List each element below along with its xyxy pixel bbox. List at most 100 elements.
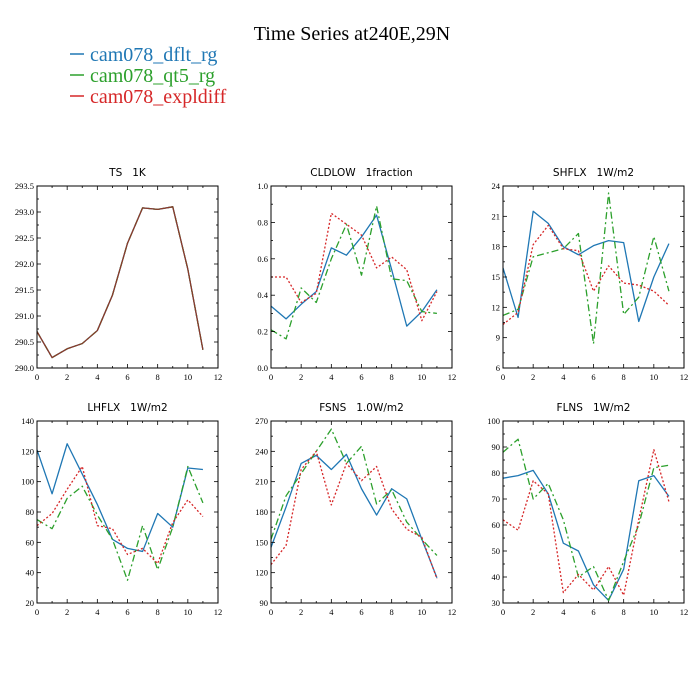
series-line-cam078_qt5_rg	[271, 205, 437, 340]
x-tick-label: 4	[561, 607, 566, 617]
x-tick-label: 0	[269, 607, 273, 617]
x-tick-label: 6	[359, 607, 363, 617]
y-tick-label: 0.0	[257, 363, 268, 373]
x-tick-label: 4	[95, 607, 100, 617]
x-tick-label: 6	[359, 372, 363, 382]
plot-frame	[36, 185, 219, 369]
x-tick-label: 12	[448, 607, 457, 617]
x-tick-label: 12	[214, 372, 223, 382]
y-tick-label: 0.6	[257, 254, 268, 264]
x-tick-label: 8	[622, 607, 626, 617]
y-tick-label: 40	[26, 568, 35, 578]
chart-panel: TS 1K 0 2 4 6 8 10 12 290.0 290.5 291.0 291.5 292.0 2…	[15, 167, 222, 382]
x-tick-label: 2	[531, 372, 535, 382]
plot-frame	[270, 185, 453, 369]
x-tick-label: 8	[390, 607, 394, 617]
series-line-cam078_dflt_rg	[503, 210, 670, 323]
plot-frame	[270, 420, 453, 604]
y-tick-label: 60	[492, 520, 501, 530]
x-tick-label: 2	[65, 372, 69, 382]
y-tick-label: 100	[487, 416, 500, 426]
x-tick-label: 12	[680, 372, 689, 382]
y-tick-label: 0.4	[257, 290, 268, 300]
x-tick-label: 6	[125, 372, 129, 382]
y-tick-label: 0.2	[257, 327, 268, 337]
y-tick-label: 270	[255, 416, 268, 426]
panel-title: FSNS 1.0W/m2	[319, 402, 404, 414]
x-tick-label: 8	[156, 372, 160, 382]
y-tick-label: 6	[496, 363, 500, 373]
chart-panel: FSNS 1.0W/m2 0 2 4 6 8 10 12 90 120 150 180 210 240 27…	[255, 402, 456, 617]
x-tick-label: 0	[35, 372, 39, 382]
y-tick-label: 293.0	[15, 207, 34, 217]
legend-item: cam078_qt5_rg	[70, 65, 215, 87]
x-tick-label: 4	[95, 372, 100, 382]
x-tick-label: 8	[156, 607, 160, 617]
y-tick-label: 140	[21, 416, 34, 426]
x-tick-label: 0	[35, 607, 39, 617]
y-tick-label: 291.5	[15, 285, 34, 295]
x-tick-label: 12	[680, 607, 689, 617]
legend: cam078_dflt_rgcam078_qt5_rgcam078_expldi…	[70, 44, 227, 108]
series-line-cam078_expldiff	[271, 212, 438, 322]
y-tick-label: 50	[492, 546, 501, 556]
y-tick-label: 290.5	[15, 337, 34, 347]
y-tick-label: 9	[496, 333, 500, 343]
x-tick-label: 6	[125, 607, 129, 617]
y-tick-label: 210	[255, 477, 268, 487]
chart-panel: LHFLX 1W/m2 0 2 4 6 8 10 12 20 40 60 80 100 120 140	[21, 402, 222, 617]
x-tick-label: 10	[184, 372, 193, 382]
x-tick-label: 0	[501, 607, 505, 617]
panel-title: FLNS 1W/m2	[557, 402, 631, 414]
legend-item: cam078_dflt_rg	[70, 44, 217, 66]
y-tick-label: 120	[21, 446, 34, 456]
legend-label: cam078_expldiff	[90, 86, 227, 108]
y-tick-label: 70	[492, 494, 501, 504]
y-tick-label: 20	[26, 598, 35, 608]
y-tick-label: 30	[492, 598, 501, 608]
chart-panel: CLDLOW 1fraction 0 2 4 6 8 10 12 0.0 0.2 0.4 0.6 0.8…	[257, 167, 456, 382]
legend-label: cam078_qt5_rg	[90, 65, 215, 87]
y-tick-label: 292.5	[15, 233, 34, 243]
x-tick-label: 8	[390, 372, 394, 382]
x-tick-label: 4	[561, 372, 566, 382]
y-tick-label: 150	[255, 537, 268, 547]
x-tick-label: 6	[591, 372, 595, 382]
chart-panel: FLNS 1W/m2 0 2 4 6 8 10 12 30 40 50 60 70 80 90 100	[487, 402, 688, 617]
x-tick-label: 10	[650, 607, 659, 617]
x-tick-label: 10	[418, 607, 427, 617]
y-tick-label: 24	[492, 181, 501, 191]
series-line-cam078_qt5_rg	[503, 438, 670, 602]
series-line-cam078_qt5_rg	[503, 192, 670, 345]
x-tick-label: 4	[329, 372, 334, 382]
y-tick-label: 293.5	[15, 181, 34, 191]
y-tick-label: 0.8	[257, 217, 268, 227]
legend-label: cam078_dflt_rg	[90, 44, 217, 66]
x-tick-label: 2	[531, 607, 535, 617]
y-tick-label: 80	[26, 507, 35, 517]
x-tick-label: 10	[184, 607, 193, 617]
x-tick-label: 10	[418, 372, 427, 382]
series-line-cam078_dflt_rg	[37, 443, 203, 553]
y-tick-label: 120	[255, 568, 268, 578]
y-tick-label: 15	[492, 272, 501, 282]
x-tick-label: 12	[214, 607, 223, 617]
y-tick-label: 240	[255, 446, 268, 456]
y-tick-label: 80	[492, 468, 501, 478]
y-tick-label: 40	[492, 572, 501, 582]
y-tick-label: 291.0	[15, 311, 34, 321]
x-tick-label: 0	[269, 372, 273, 382]
series-line-cam078_expldiff	[503, 448, 670, 596]
x-tick-label: 10	[650, 372, 659, 382]
plot-frame	[36, 420, 219, 604]
y-tick-label: 1.0	[257, 181, 268, 191]
y-tick-label: 292.0	[15, 259, 34, 269]
x-tick-label: 12	[448, 372, 457, 382]
series-line-cam078_dflt_rg	[503, 469, 670, 602]
panel-title: SHFLX 1W/m2	[553, 167, 634, 179]
x-tick-label: 0	[501, 372, 505, 382]
panel-title: CLDLOW 1fraction	[310, 167, 412, 179]
x-tick-label: 8	[622, 372, 626, 382]
